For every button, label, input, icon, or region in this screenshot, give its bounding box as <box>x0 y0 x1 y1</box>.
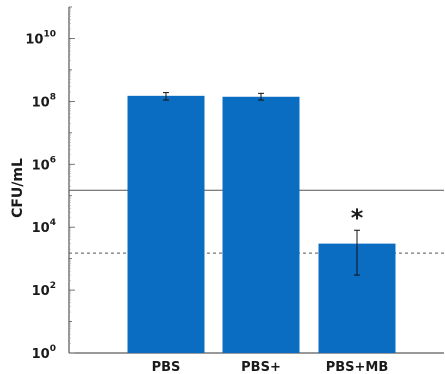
significance-star: * <box>351 204 364 232</box>
error-bars <box>163 92 360 276</box>
annotations: * <box>351 204 364 232</box>
y-tick-label: 104 <box>32 218 56 236</box>
bar-pbs <box>127 95 205 353</box>
bar-pbs-plus <box>222 96 300 353</box>
y-axis-title: CFU/mL <box>10 158 26 218</box>
y-tick-label: 1010 <box>25 29 56 47</box>
y-ticks: 100 102 104 106 108 1010 <box>25 6 75 362</box>
x-tick-label: PBS+ <box>241 360 281 374</box>
y-tick-label: 100 <box>32 344 56 362</box>
x-tick-labels: PBS PBS+ PBS+MB <box>152 360 389 374</box>
y-tick-label: 106 <box>32 155 56 173</box>
x-tick-label: PBS+MB <box>326 360 389 374</box>
y-tick-label: 102 <box>32 281 56 299</box>
x-tick-label: PBS <box>152 360 181 374</box>
y-tick-label: 108 <box>32 92 56 110</box>
